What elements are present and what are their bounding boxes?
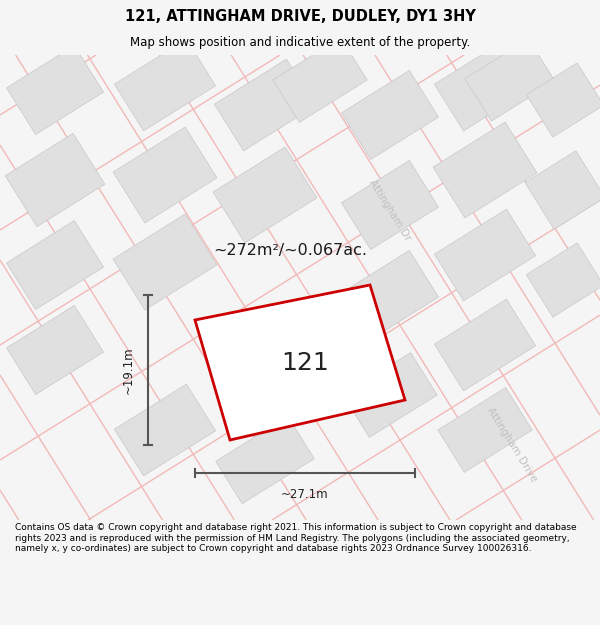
Polygon shape: [7, 46, 103, 134]
Text: 121, ATTINGHAM DRIVE, DUDLEY, DY1 3HY: 121, ATTINGHAM DRIVE, DUDLEY, DY1 3HY: [125, 9, 475, 24]
Polygon shape: [115, 384, 215, 476]
Polygon shape: [433, 122, 537, 218]
Text: ~272m²/~0.067ac.: ~272m²/~0.067ac.: [213, 242, 367, 258]
Polygon shape: [216, 416, 314, 504]
Polygon shape: [7, 221, 103, 309]
Polygon shape: [115, 39, 215, 131]
Polygon shape: [5, 133, 105, 227]
Text: Map shows position and indicative extent of the property.: Map shows position and indicative extent…: [130, 36, 470, 49]
Polygon shape: [525, 151, 600, 229]
Polygon shape: [434, 299, 536, 391]
Polygon shape: [465, 39, 555, 121]
Text: ~19.1m: ~19.1m: [121, 346, 134, 394]
Polygon shape: [341, 251, 439, 339]
Polygon shape: [195, 285, 405, 440]
Polygon shape: [113, 127, 217, 223]
Polygon shape: [341, 71, 439, 159]
Polygon shape: [113, 214, 217, 310]
Text: Contains OS data © Crown copyright and database right 2021. This information is : Contains OS data © Crown copyright and d…: [15, 523, 577, 553]
Text: 121: 121: [281, 351, 329, 375]
Polygon shape: [438, 388, 532, 472]
Polygon shape: [343, 352, 437, 437]
Text: Attingham Dr: Attingham Dr: [367, 177, 413, 242]
Polygon shape: [213, 147, 317, 243]
Polygon shape: [7, 306, 103, 394]
Polygon shape: [526, 243, 600, 317]
Text: Attingham Drive: Attingham Drive: [485, 406, 539, 484]
Polygon shape: [273, 38, 367, 122]
Text: ~27.1m: ~27.1m: [281, 489, 329, 501]
Polygon shape: [434, 39, 536, 131]
Polygon shape: [214, 59, 316, 151]
Polygon shape: [341, 161, 439, 249]
Polygon shape: [526, 63, 600, 137]
Polygon shape: [434, 209, 536, 301]
